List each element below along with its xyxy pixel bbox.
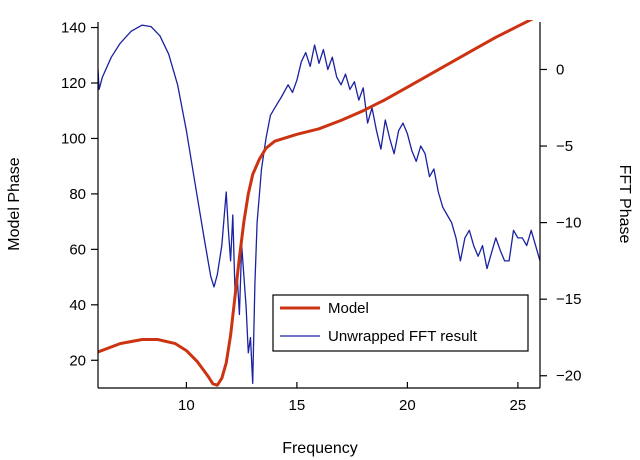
y-tick-label: 40 [69,297,86,314]
x-axis-title: Frequency [282,440,358,457]
x-tick-label: 20 [399,397,416,414]
y-tick-label: 120 [61,75,86,92]
y-tick-label: 100 [61,130,86,147]
y-tick-label: 80 [69,186,86,203]
y2-tick-label: −20 [556,368,581,385]
legend-label-fft: Unwrapped FFT result [328,328,478,345]
y-tick-label: 60 [69,241,86,258]
legend-label-model: Model [328,300,369,317]
series-model-line [98,20,534,387]
x-tick-label: 10 [178,397,195,414]
y-tick-label: 20 [69,352,86,369]
legend-box [272,294,529,352]
x-tick-label: 25 [510,397,527,414]
x-tick-label: 15 [289,397,306,414]
series-fft-line [98,24,540,385]
y-tick-label: 140 [61,20,86,37]
y2-axis-title: FFT Phase [616,165,633,244]
legend: Model Unwrapped FFT result [272,294,529,352]
y2-tick-label: −15 [556,291,581,308]
y2-tick-label: −5 [556,138,573,155]
plot-lines [98,20,540,387]
y-axis-title: Model Phase [6,157,23,250]
y2-tick-label: 0 [556,61,564,78]
y2-tick-label: −10 [556,215,581,232]
ticks: 10 15 20 25 20 40 60 80 100 120 140 −20 −15 −10 −5 0 [61,20,581,414]
